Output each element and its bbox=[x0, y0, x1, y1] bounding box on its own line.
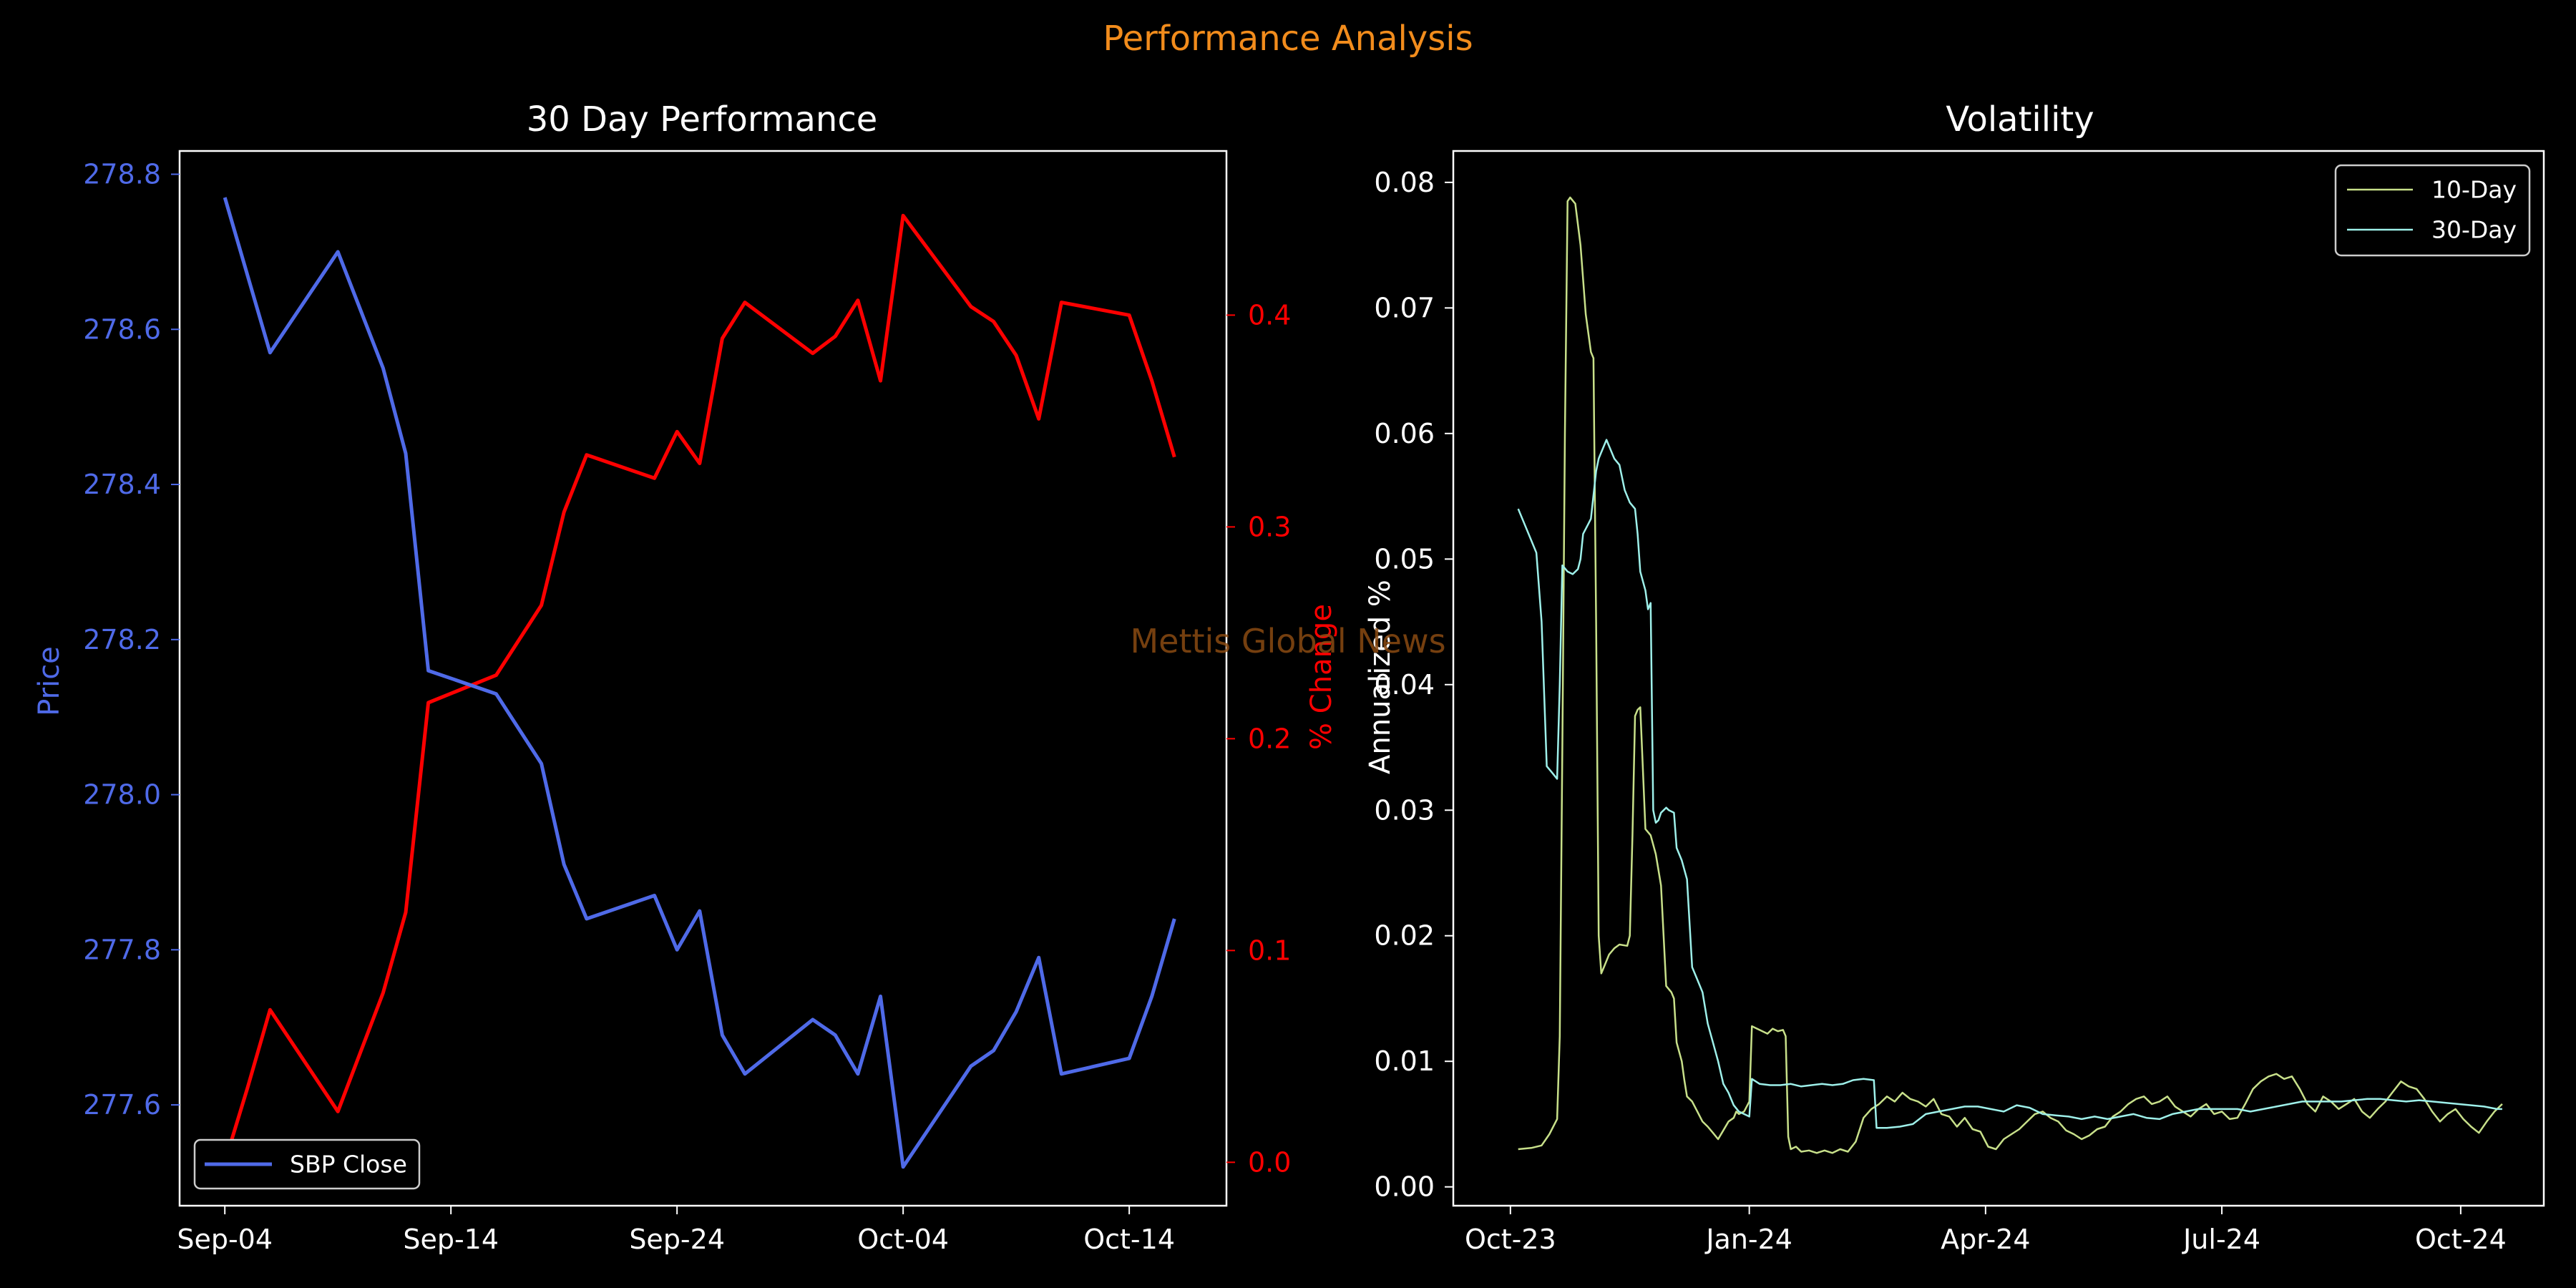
performance-plot-area: Sep-04 Sep-14 Sep-24 Oct-04 Oct-14 277.6 277.8… bbox=[83, 150, 1291, 1255]
legend-label-sbp-close: SBP Close bbox=[290, 1151, 407, 1179]
change-tick-label: 0.0 bbox=[1248, 1146, 1291, 1178]
x-tick-label: Oct-24 bbox=[2415, 1224, 2507, 1255]
volatility-legend: 10-Day 30-Day bbox=[2334, 164, 2531, 257]
performance-legend: SBP Close bbox=[193, 1138, 421, 1190]
x-tick-label: Oct-23 bbox=[1465, 1224, 1556, 1255]
volatility-plot-area: Oct-23 Jan-24 Apr-24 Jul-24 Oct-24 0.00 0.01 0.… bbox=[1374, 150, 2545, 1255]
change-axis-label: % Change bbox=[1305, 604, 1338, 750]
x-tick-label: Sep-24 bbox=[629, 1224, 725, 1255]
figure-suptitle: Performance Analysis bbox=[1103, 19, 1473, 59]
x-tick-label: Oct-04 bbox=[857, 1224, 949, 1255]
x-tick-label: Sep-14 bbox=[403, 1224, 499, 1255]
y-tick-label: 0.00 bbox=[1374, 1171, 1435, 1203]
y-tick-label: 0.03 bbox=[1374, 794, 1435, 826]
x-tick-label: Oct-14 bbox=[1083, 1224, 1175, 1255]
change-tick-label: 0.2 bbox=[1248, 723, 1291, 754]
y-tick-label: 0.02 bbox=[1374, 920, 1435, 952]
vol30-series-line bbox=[1517, 439, 2502, 1129]
y-tick-label: 0.07 bbox=[1374, 292, 1435, 323]
legend-label-10-day: 10-Day bbox=[2431, 176, 2517, 204]
y-tick-label: 0.04 bbox=[1374, 669, 1435, 701]
x-tick-label: Jan-24 bbox=[1704, 1224, 1792, 1255]
change-tick-label: 0.1 bbox=[1248, 935, 1291, 966]
price-axis-label: Price bbox=[33, 646, 66, 716]
y-tick-label: 0.05 bbox=[1374, 543, 1435, 575]
legend-label-30-day: 30-Day bbox=[2431, 216, 2517, 244]
price-tick-label: 278.4 bbox=[83, 469, 161, 500]
price-tick-label: 278.6 bbox=[83, 313, 161, 345]
x-tick-label: Sep-04 bbox=[177, 1224, 273, 1255]
price-tick-label: 277.8 bbox=[83, 934, 161, 965]
performance-chart-title: 30 Day Performance bbox=[527, 99, 878, 140]
price-tick-label: 277.6 bbox=[83, 1089, 161, 1121]
volatility-plot-frame bbox=[1452, 150, 2545, 1207]
change-tick-label: 0.4 bbox=[1248, 299, 1291, 331]
x-tick-label: Apr-24 bbox=[1941, 1224, 2030, 1255]
volatility-chart-title: Volatility bbox=[1946, 99, 2094, 140]
y-tick-label: 0.01 bbox=[1374, 1045, 1435, 1077]
watermark-text: Mettis Global News bbox=[1130, 622, 1445, 660]
change-tick-label: 0.3 bbox=[1248, 511, 1291, 542]
price-tick-label: 278.8 bbox=[83, 159, 161, 190]
performance-plot-frame bbox=[178, 150, 1228, 1207]
price-tick-label: 278.0 bbox=[83, 779, 161, 811]
legend-frame bbox=[193, 1138, 421, 1190]
vol10-series-line bbox=[1518, 196, 2503, 1154]
price-tick-label: 278.2 bbox=[83, 624, 161, 655]
price-series-line bbox=[223, 197, 1176, 1169]
change-series-line bbox=[223, 213, 1176, 1163]
legend-frame bbox=[2334, 164, 2531, 257]
volatility-axis-label: Annualized % bbox=[1364, 580, 1397, 774]
y-tick-label: 0.08 bbox=[1374, 167, 1435, 198]
volatility-panel: Volatility Oct-23 Jan-24 Apr-24 Jul-24 Oct-2… bbox=[1364, 99, 2545, 1255]
y-tick-label: 0.06 bbox=[1374, 418, 1435, 449]
x-tick-label: Jul-24 bbox=[2182, 1224, 2260, 1255]
performance-panel: 30 Day Performance Sep-04 Sep-14 Sep-24 Oct… bbox=[33, 99, 1338, 1255]
